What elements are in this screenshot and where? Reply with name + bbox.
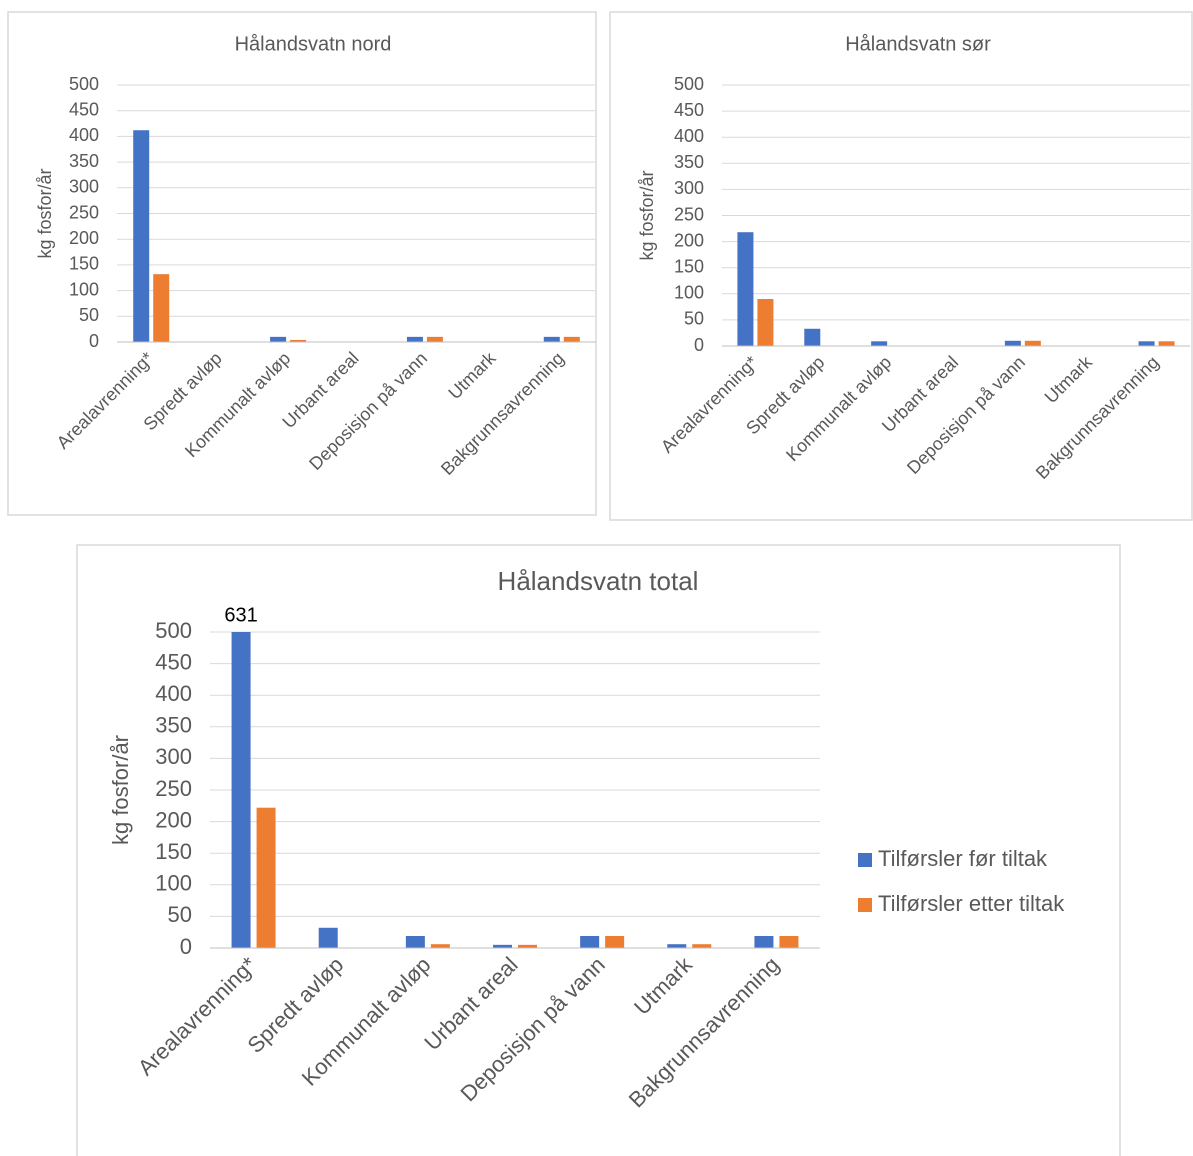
y-tick-label: 350 — [69, 151, 99, 171]
y-tick-label: 450 — [155, 649, 192, 674]
bar — [692, 944, 712, 948]
y-tick-label: 50 — [168, 902, 192, 927]
y-tick-label: 300 — [155, 744, 192, 769]
legend-label: Tilførsler før tiltak — [878, 846, 1048, 871]
bar — [231, 632, 251, 948]
bar — [405, 935, 425, 948]
bar — [667, 944, 687, 948]
bar — [563, 336, 580, 342]
y-tick-label: 500 — [69, 74, 99, 94]
bar — [256, 807, 276, 948]
bar — [270, 336, 287, 342]
bar — [605, 935, 625, 948]
y-axis-label: kg fosfor/år — [637, 170, 657, 260]
y-tick-label: 450 — [674, 100, 704, 120]
bar — [1138, 341, 1155, 346]
y-tick-label: 150 — [674, 256, 704, 276]
y-axis-label: kg fosfor/år — [108, 735, 133, 845]
y-tick-label: 450 — [69, 99, 99, 119]
y-tick-label: 50 — [684, 309, 704, 329]
bar — [580, 935, 600, 948]
chart-frame — [76, 544, 1121, 1156]
bar — [493, 944, 512, 948]
y-tick-label: 350 — [155, 713, 192, 738]
y-axis-label: kg fosfor/år — [35, 168, 55, 258]
data-label: 631 — [224, 604, 257, 626]
y-tick-label: 0 — [89, 331, 99, 351]
y-tick-label: 0 — [694, 335, 704, 355]
y-tick-label: 250 — [69, 202, 99, 222]
legend-swatch — [858, 853, 872, 867]
y-tick-label: 500 — [155, 618, 192, 643]
bar — [757, 299, 774, 346]
y-tick-label: 250 — [674, 204, 704, 224]
bar — [318, 927, 338, 948]
bar — [1004, 340, 1021, 346]
chart-title: Hålandsvatn nord — [235, 33, 392, 55]
chart-title: Hålandsvatn sør — [845, 33, 991, 55]
chart-frame — [7, 11, 597, 516]
bar — [406, 336, 423, 342]
bar — [133, 130, 150, 342]
legend-swatch — [858, 898, 872, 912]
y-tick-label: 400 — [155, 681, 192, 706]
y-tick-label: 100 — [674, 283, 704, 303]
y-tick-label: 150 — [69, 254, 99, 274]
y-tick-label: 50 — [79, 305, 99, 325]
bar — [290, 339, 307, 342]
y-tick-label: 0 — [180, 934, 192, 959]
bar — [153, 274, 170, 342]
y-tick-label: 200 — [155, 807, 192, 832]
y-tick-label: 100 — [155, 871, 192, 896]
legend-label: Tilførsler etter tiltak — [878, 891, 1065, 916]
bar — [430, 944, 450, 948]
bar — [518, 944, 537, 948]
bar — [871, 341, 888, 346]
y-tick-label: 400 — [69, 125, 99, 145]
bar — [426, 336, 443, 342]
y-tick-label: 100 — [69, 279, 99, 299]
y-tick-label: 150 — [155, 839, 192, 864]
bar — [1024, 340, 1041, 346]
y-tick-label: 400 — [674, 126, 704, 146]
y-tick-label: 250 — [155, 776, 192, 801]
bar — [804, 328, 821, 346]
bar — [543, 336, 560, 342]
chart-frame — [609, 11, 1193, 521]
y-tick-label: 200 — [674, 230, 704, 250]
bar — [754, 935, 774, 948]
bar — [1158, 341, 1175, 346]
y-tick-label: 300 — [69, 177, 99, 197]
bar — [737, 232, 754, 346]
y-tick-label: 300 — [674, 178, 704, 198]
y-tick-label: 350 — [674, 152, 704, 172]
y-tick-label: 200 — [69, 228, 99, 248]
chart-title: Hålandsvatn total — [498, 566, 699, 596]
y-tick-label: 500 — [674, 74, 704, 94]
bar — [779, 935, 799, 948]
